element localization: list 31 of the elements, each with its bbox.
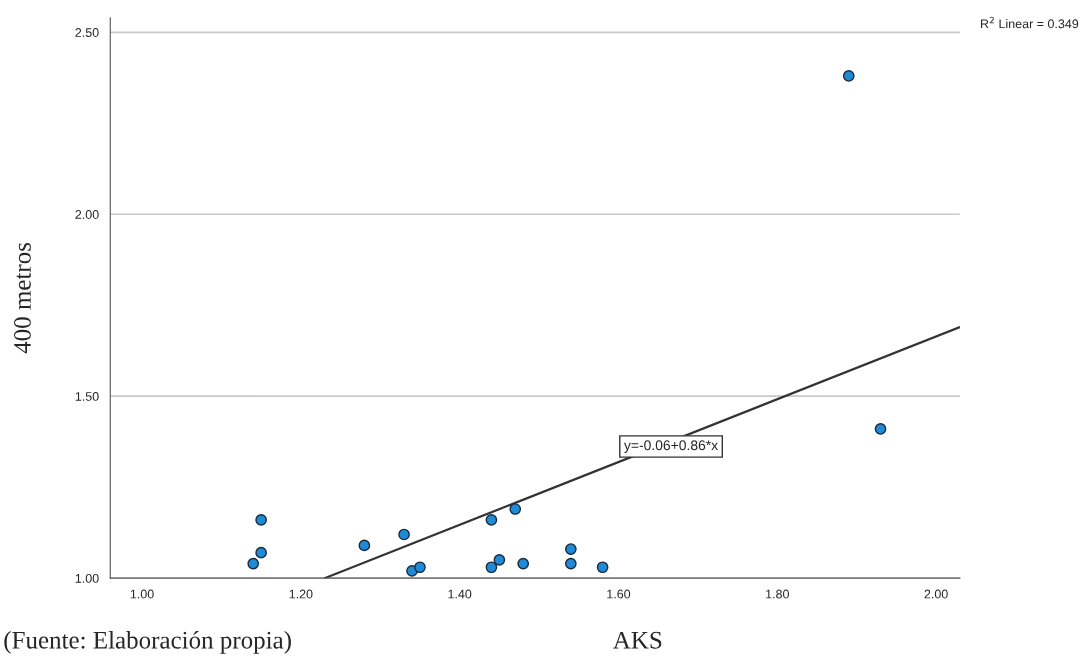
point xyxy=(485,514,498,526)
x-axis-title: AKS xyxy=(613,631,662,649)
point xyxy=(255,514,267,526)
point xyxy=(358,539,371,552)
point xyxy=(874,423,887,435)
y-tick-label: 1.00 xyxy=(75,573,99,583)
text: (Fuente: Elaboración propia) xyxy=(4,631,291,654)
text: R$^{2}$ Linear = 0.349 xyxy=(980,16,1079,29)
y-tick-label: 2.00 xyxy=(75,210,99,219)
point xyxy=(842,70,855,82)
point xyxy=(493,554,506,566)
annotation: y=-0.06+0.86*x xyxy=(623,440,718,453)
y-axis-title: 400 metros xyxy=(13,242,31,354)
point xyxy=(517,557,530,570)
x-tick-label: 1.00 xyxy=(130,589,154,599)
point xyxy=(398,528,410,541)
x-tick-label: 1.80 xyxy=(766,589,789,599)
x-tick-label: 1.20 xyxy=(289,589,313,599)
point xyxy=(509,503,522,515)
point xyxy=(247,557,260,570)
point xyxy=(564,543,577,555)
point xyxy=(255,546,267,559)
y-tick-label: 2.50 xyxy=(75,28,99,37)
x-tick-label: 1.40 xyxy=(448,589,472,599)
y-tick-label: 1.50 xyxy=(75,392,99,401)
point xyxy=(596,561,609,574)
x-tick-label: 1.60 xyxy=(607,589,631,599)
point xyxy=(564,557,577,570)
point xyxy=(485,561,498,574)
x-tick-label: 2.00 xyxy=(924,589,948,599)
point xyxy=(414,561,426,574)
